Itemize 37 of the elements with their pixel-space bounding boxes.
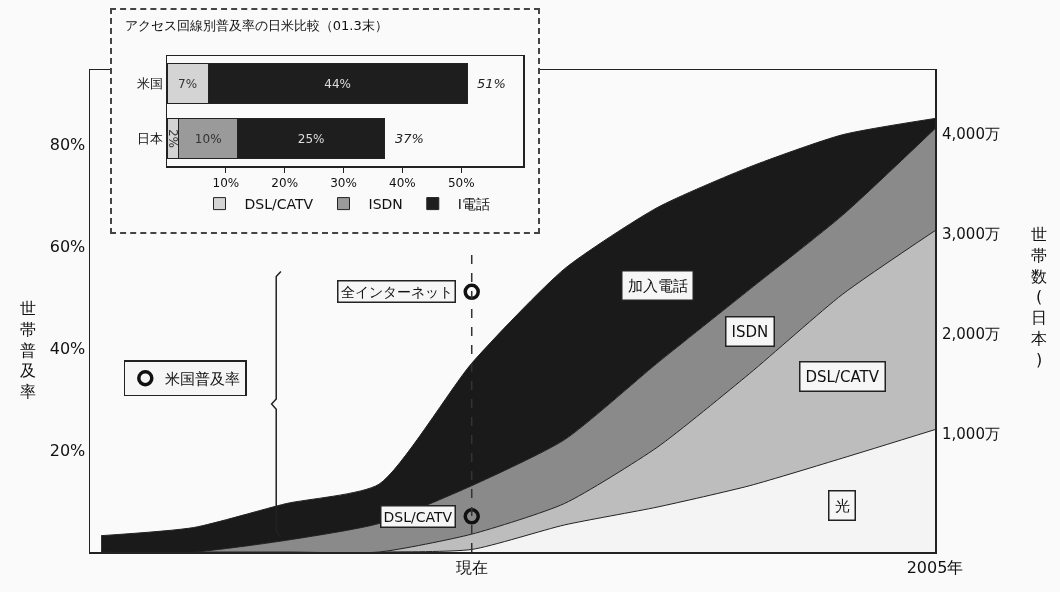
- y-tick-label: 80%: [49, 134, 86, 154]
- y2-axis-title: 世帯数(日本): [1031, 225, 1047, 369]
- total-label: 37%: [395, 131, 424, 146]
- x-tick-label: 10%: [212, 175, 240, 190]
- x-tick-label: 30%: [330, 175, 357, 190]
- series-label: 光: [834, 496, 850, 515]
- series-label: DSL/CATV: [383, 508, 453, 525]
- y-tick-label: 20%: [49, 440, 86, 460]
- legend-label: ISDN: [368, 196, 403, 213]
- data-label: 10%: [194, 131, 222, 146]
- y-tick-label: 日本: [136, 131, 163, 147]
- series-label: ISDN: [731, 322, 769, 341]
- y2-tick-label: 2,000万: [942, 325, 1000, 344]
- x-tick-label: 現在: [455, 557, 488, 577]
- data-label: 44%: [324, 76, 351, 91]
- y2-tick-label: 3,000万: [942, 225, 1000, 244]
- y2-tick-label: 1,000万: [942, 425, 1000, 444]
- legend-label: I電話: [457, 196, 490, 213]
- x-tick-label: 40%: [389, 175, 416, 190]
- x-tick-label: 20%: [271, 175, 299, 190]
- series-label: 加入電話: [627, 276, 688, 295]
- y-axis-title: 世帯普及率: [20, 299, 36, 402]
- annotation: 全インターネット: [340, 283, 453, 300]
- y-tick-label: 米国: [136, 76, 163, 92]
- y2-tick-label: 4,000万: [942, 125, 1000, 144]
- y-tick-label: 40%: [49, 338, 86, 358]
- data-label: 7%: [178, 76, 198, 91]
- data-label: 2%: [165, 128, 180, 149]
- annotation: DSL/CATV: [805, 367, 880, 386]
- legend-label: 米国普及率: [165, 370, 241, 389]
- x-tick-label: 2005年: [906, 557, 964, 577]
- x-tick-label: 50%: [447, 175, 475, 190]
- y-tick-label: 60%: [49, 236, 86, 256]
- total-label: 51%: [477, 76, 506, 91]
- data-label: 25%: [297, 131, 325, 146]
- chart-title: アクセス回線別普及率の日米比較（01.3末）: [124, 18, 388, 34]
- legend-label: DSL/CATV: [244, 196, 314, 213]
